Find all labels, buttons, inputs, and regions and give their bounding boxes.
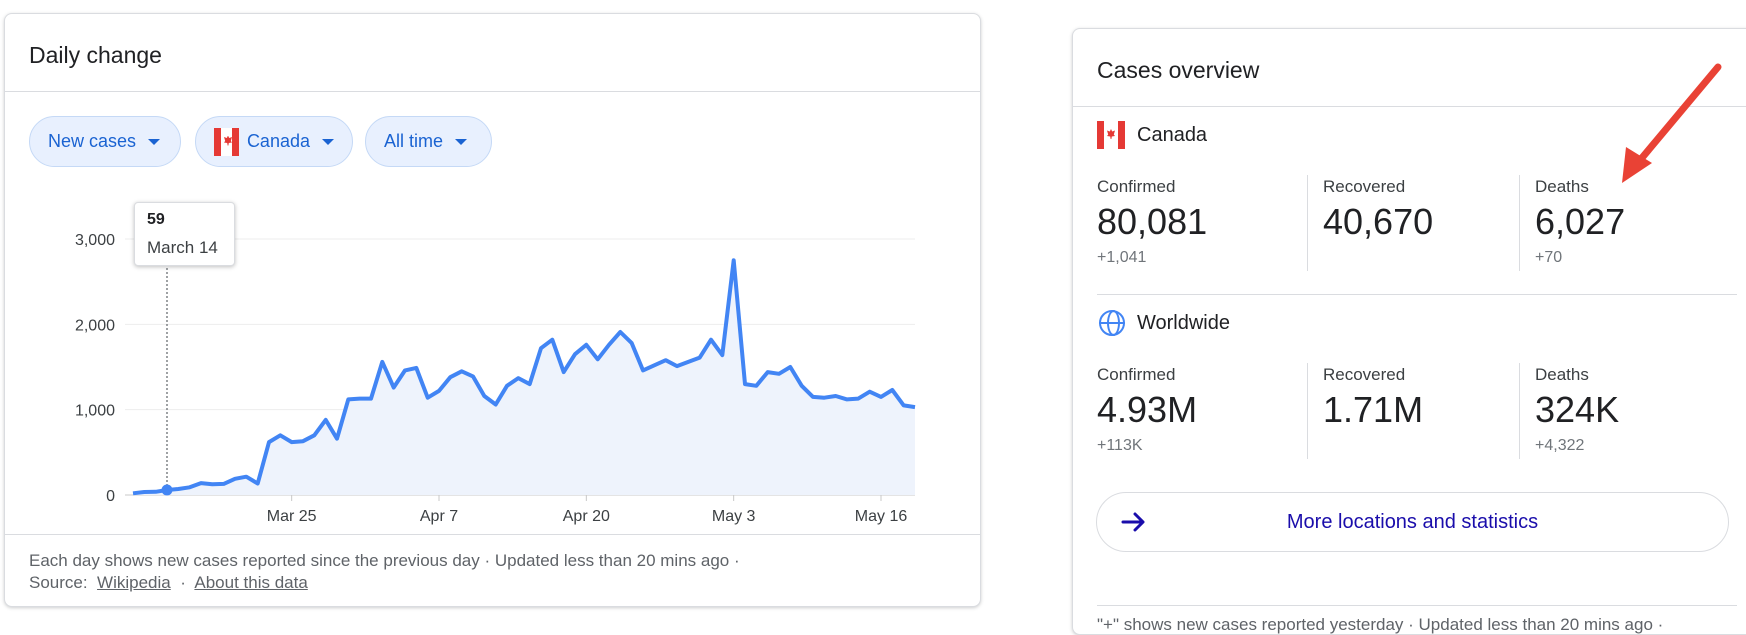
x-tick-label: Apr 20 xyxy=(563,508,610,525)
stat-value: 1.71M xyxy=(1323,389,1424,430)
stat-value: 6,027 xyxy=(1535,201,1626,242)
chevron-down-icon xyxy=(455,138,468,145)
time-range-dropdown-label: All time xyxy=(384,131,444,151)
chart-area-fill xyxy=(133,260,915,495)
annotation-arrow-icon xyxy=(1622,63,1722,183)
more-locations-button[interactable]: More locations and statistics xyxy=(1096,492,1729,552)
more-locations-label: More locations and statistics xyxy=(1286,510,1539,533)
x-tick-label: Apr 7 xyxy=(420,508,458,525)
chevron-down-icon xyxy=(148,138,161,145)
canada-deaths: Deaths 6,027 +70 xyxy=(1535,177,1625,267)
stat-label: Confirmed xyxy=(1097,177,1176,196)
stat-value: 80,081 xyxy=(1097,201,1208,242)
y-tick-label: 3,000 xyxy=(75,232,115,249)
canada-recovered: Recovered 40,670 xyxy=(1323,177,1433,249)
y-tick-label: 2,000 xyxy=(75,317,115,334)
footer-divider xyxy=(1097,605,1737,606)
region-divider xyxy=(1097,294,1737,295)
wikipedia-link[interactable]: Wikipedia xyxy=(97,573,171,592)
daily-change-title: Daily change xyxy=(29,42,162,68)
stat-label: Deaths xyxy=(1535,365,1589,384)
footer-divider xyxy=(5,534,980,535)
canada-flag-icon xyxy=(214,127,239,156)
stat-divider xyxy=(1519,175,1520,271)
title-divider xyxy=(5,91,980,92)
metric-dropdown-label: New cases xyxy=(48,131,137,151)
location-dropdown[interactable]: Canada xyxy=(195,116,353,167)
series-line xyxy=(132,258,916,496)
stat-value: 4.93M xyxy=(1097,389,1198,430)
worldwide-deaths: Deaths 324K +4,322 xyxy=(1535,365,1619,455)
source-label: Source: xyxy=(29,573,88,592)
stat-value: 324K xyxy=(1535,389,1620,430)
y-tick-label: 0 xyxy=(106,488,115,505)
stat-label: Recovered xyxy=(1323,365,1406,384)
title-divider xyxy=(1073,106,1746,107)
worldwide-confirmed: Confirmed 4.93M +113K xyxy=(1097,365,1197,455)
region-canada: Canada xyxy=(1097,121,1207,149)
stat-label: Deaths xyxy=(1535,177,1589,196)
x-tick-label: May 16 xyxy=(855,508,908,525)
tooltip-date: March 14 xyxy=(147,238,218,257)
stat-delta: +1,041 xyxy=(1097,249,1147,266)
y-tick-label: 1,000 xyxy=(75,403,115,420)
about-data-link[interactable]: About this data xyxy=(194,573,308,592)
metric-dropdown[interactable]: New cases xyxy=(29,116,181,167)
chart-footer-note: Each day shows new cases reported since … xyxy=(29,551,740,570)
region-name: Worldwide xyxy=(1137,311,1230,334)
x-tick-label: May 3 xyxy=(712,508,756,525)
footer-separator: · xyxy=(180,573,186,592)
stat-value: 40,670 xyxy=(1323,201,1434,242)
stat-label: Recovered xyxy=(1323,177,1406,196)
stat-label: Confirmed xyxy=(1097,365,1176,384)
canada-confirmed: Confirmed 80,081 +1,041 xyxy=(1097,177,1207,267)
region-name: Canada xyxy=(1137,123,1208,146)
arrow-right-icon xyxy=(1121,512,1145,532)
worldwide-recovered: Recovered 1.71M xyxy=(1323,365,1423,437)
stat-delta: +4,322 xyxy=(1535,437,1585,454)
chart-tooltip: 59 March 14 xyxy=(134,202,235,266)
daily-change-card: Daily change New cases Canada All time 0… xyxy=(4,13,981,607)
overview-footer-note: "+" shows new cases reported yesterday ·… xyxy=(1097,615,1664,634)
stat-divider xyxy=(1307,175,1308,271)
canada-flag-icon xyxy=(1097,121,1125,149)
stat-divider xyxy=(1307,363,1308,459)
stat-divider xyxy=(1519,363,1520,459)
chevron-down-icon xyxy=(322,138,334,145)
chart-footer-source: Source: Wikipedia · About this data xyxy=(29,573,308,593)
location-dropdown-label: Canada xyxy=(246,131,310,151)
hover-point[interactable] xyxy=(161,484,173,496)
tooltip-value: 59 xyxy=(147,211,165,228)
region-worldwide: Worldwide xyxy=(1099,310,1230,336)
globe-icon xyxy=(1099,310,1125,336)
time-range-dropdown[interactable]: All time xyxy=(365,116,492,167)
stat-delta: +113K xyxy=(1097,437,1143,454)
x-tick-label: Mar 25 xyxy=(267,508,317,525)
cases-overview-title: Cases overview xyxy=(1097,57,1260,83)
stat-delta: +70 xyxy=(1535,249,1563,266)
daily-change-chart[interactable]: 0 1,000 2,000 3,000 Mar 25 Apr 7 Apr 20 May 3 Ma… xyxy=(5,194,980,534)
